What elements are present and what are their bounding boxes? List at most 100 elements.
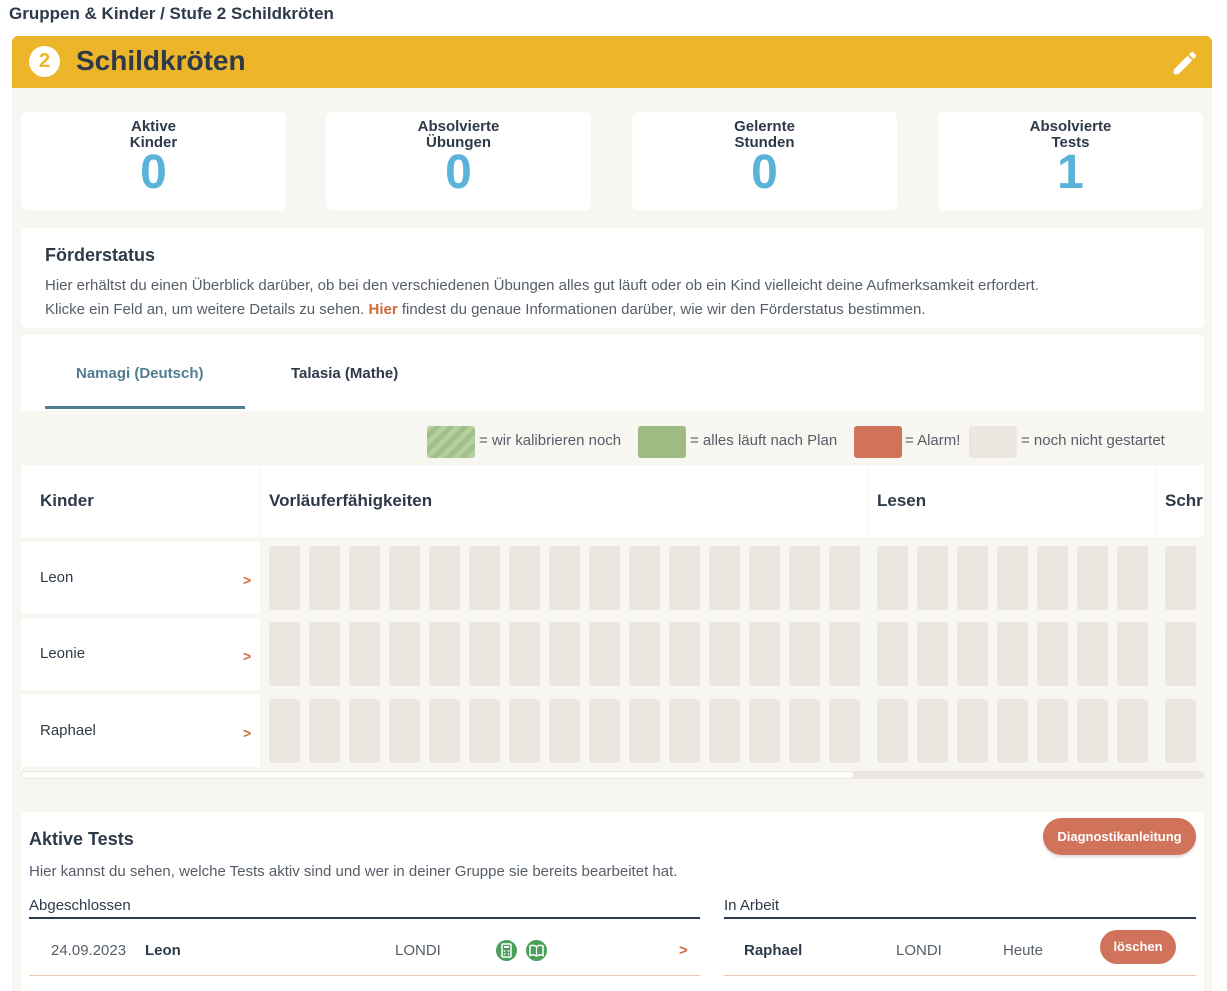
status-cell[interactable]: [389, 622, 420, 686]
status-cell[interactable]: [269, 699, 300, 763]
legend-not-started-swatch: [969, 426, 1017, 458]
column-header-lesen: Lesen: [869, 465, 1156, 537]
status-cell[interactable]: [829, 546, 860, 610]
status-cell[interactable]: [709, 546, 740, 610]
foerderstatus-title: Förderstatus: [45, 245, 156, 265]
kid-row-leonie[interactable]: Leonie >: [21, 618, 260, 690]
active-tests-panel: Aktive Tests Diagnostikanleitung Hier ka…: [21, 812, 1204, 991]
status-cell[interactable]: [589, 699, 620, 763]
legend-calibrating-swatch: [427, 426, 475, 458]
status-cell[interactable]: [669, 546, 700, 610]
status-cell[interactable]: [1117, 699, 1148, 763]
completed-test-row[interactable]: 24.09.2023 Leon LONDI >: [29, 934, 700, 976]
stat-hours: Gelernte Stunden 0: [632, 112, 897, 210]
status-cell[interactable]: [669, 699, 700, 763]
status-cell[interactable]: [1077, 622, 1108, 686]
status-cell[interactable]: [877, 622, 908, 686]
status-cell[interactable]: [749, 622, 780, 686]
status-cell[interactable]: [877, 546, 908, 610]
status-cell[interactable]: [589, 622, 620, 686]
active-tab-indicator: [45, 406, 245, 409]
chevron-right-icon: >: [243, 648, 252, 664]
status-cell[interactable]: [917, 699, 948, 763]
diagnostik-button[interactable]: Diagnostikanleitung: [1043, 818, 1196, 855]
status-cell[interactable]: [1037, 622, 1068, 686]
foerderstatus-text: Hier erhältst du einen Überblick darüber…: [45, 277, 1039, 318]
delete-button[interactable]: löschen: [1100, 930, 1176, 964]
stat-label: Absolvierte Tests: [1029, 118, 1112, 151]
stat-exercises: Absolvierte Übungen 0: [326, 112, 591, 210]
status-cell[interactable]: [1037, 546, 1068, 610]
status-cell[interactable]: [469, 622, 500, 686]
status-cell[interactable]: [957, 699, 988, 763]
status-cell[interactable]: [269, 622, 300, 686]
status-cell[interactable]: [917, 546, 948, 610]
status-cell[interactable]: [309, 622, 340, 686]
status-cell[interactable]: [629, 622, 660, 686]
status-cell[interactable]: [669, 622, 700, 686]
breadcrumb[interactable]: Gruppen & Kinder / Stufe 2 Schildkröten: [9, 4, 334, 23]
tab-talasia[interactable]: Talasia (Mathe): [291, 365, 399, 382]
status-cell[interactable]: [917, 622, 948, 686]
scrollbar-thumb[interactable]: [21, 771, 854, 779]
status-cell[interactable]: [1117, 546, 1148, 610]
status-cell[interactable]: [309, 699, 340, 763]
status-cell[interactable]: [1077, 699, 1108, 763]
status-cell[interactable]: [749, 546, 780, 610]
status-cell[interactable]: [349, 546, 380, 610]
status-cell[interactable]: [629, 546, 660, 610]
status-cell[interactable]: [1165, 546, 1196, 610]
chevron-right-icon: >: [243, 725, 252, 741]
status-cell[interactable]: [629, 699, 660, 763]
status-cell[interactable]: [469, 546, 500, 610]
info-link[interactable]: Hier: [368, 301, 398, 318]
stat-value: 1: [1057, 146, 1084, 199]
status-cell[interactable]: [749, 699, 780, 763]
status-cell[interactable]: [789, 546, 820, 610]
status-cell[interactable]: [1077, 546, 1108, 610]
status-cell[interactable]: [1165, 699, 1196, 763]
horizontal-scrollbar[interactable]: [21, 771, 1204, 779]
status-cell[interactable]: [389, 699, 420, 763]
status-cell[interactable]: [509, 699, 540, 763]
status-cell[interactable]: [309, 546, 340, 610]
kid-row-leon[interactable]: Leon >: [21, 542, 260, 614]
test-kid-name: Leon: [145, 942, 181, 959]
status-cell[interactable]: [957, 622, 988, 686]
status-cell[interactable]: [589, 546, 620, 610]
stat-value: 0: [751, 146, 778, 199]
chevron-right-icon: >: [243, 572, 252, 588]
status-cell[interactable]: [789, 622, 820, 686]
kid-row-raphael[interactable]: Raphael >: [21, 695, 260, 767]
status-cell[interactable]: [877, 699, 908, 763]
status-cell[interactable]: [509, 546, 540, 610]
status-cell[interactable]: [1165, 622, 1196, 686]
status-cell[interactable]: [709, 622, 740, 686]
status-cell[interactable]: [269, 546, 300, 610]
status-cell[interactable]: [429, 699, 460, 763]
status-cell[interactable]: [429, 546, 460, 610]
status-cell[interactable]: [549, 546, 580, 610]
status-cell[interactable]: [1117, 622, 1148, 686]
status-cell[interactable]: [789, 699, 820, 763]
status-cell[interactable]: [389, 546, 420, 610]
status-cell[interactable]: [469, 699, 500, 763]
status-cell[interactable]: [549, 622, 580, 686]
status-cell[interactable]: [829, 622, 860, 686]
status-cell[interactable]: [709, 699, 740, 763]
status-cell[interactable]: [349, 622, 380, 686]
status-cell[interactable]: [957, 546, 988, 610]
status-cell[interactable]: [1037, 699, 1068, 763]
status-cell[interactable]: [509, 622, 540, 686]
status-cell[interactable]: [997, 622, 1028, 686]
status-cell[interactable]: [997, 699, 1028, 763]
legend-not-started-label: = noch nicht gestartet: [1021, 432, 1165, 449]
status-cell[interactable]: [429, 622, 460, 686]
status-cell[interactable]: [829, 699, 860, 763]
status-cell[interactable]: [549, 699, 580, 763]
tab-namagi[interactable]: Namagi (Deutsch): [76, 365, 204, 382]
status-cell[interactable]: [997, 546, 1028, 610]
status-cell[interactable]: [349, 699, 380, 763]
legend-alarm-swatch: [854, 426, 902, 458]
pencil-icon[interactable]: [1170, 48, 1200, 78]
